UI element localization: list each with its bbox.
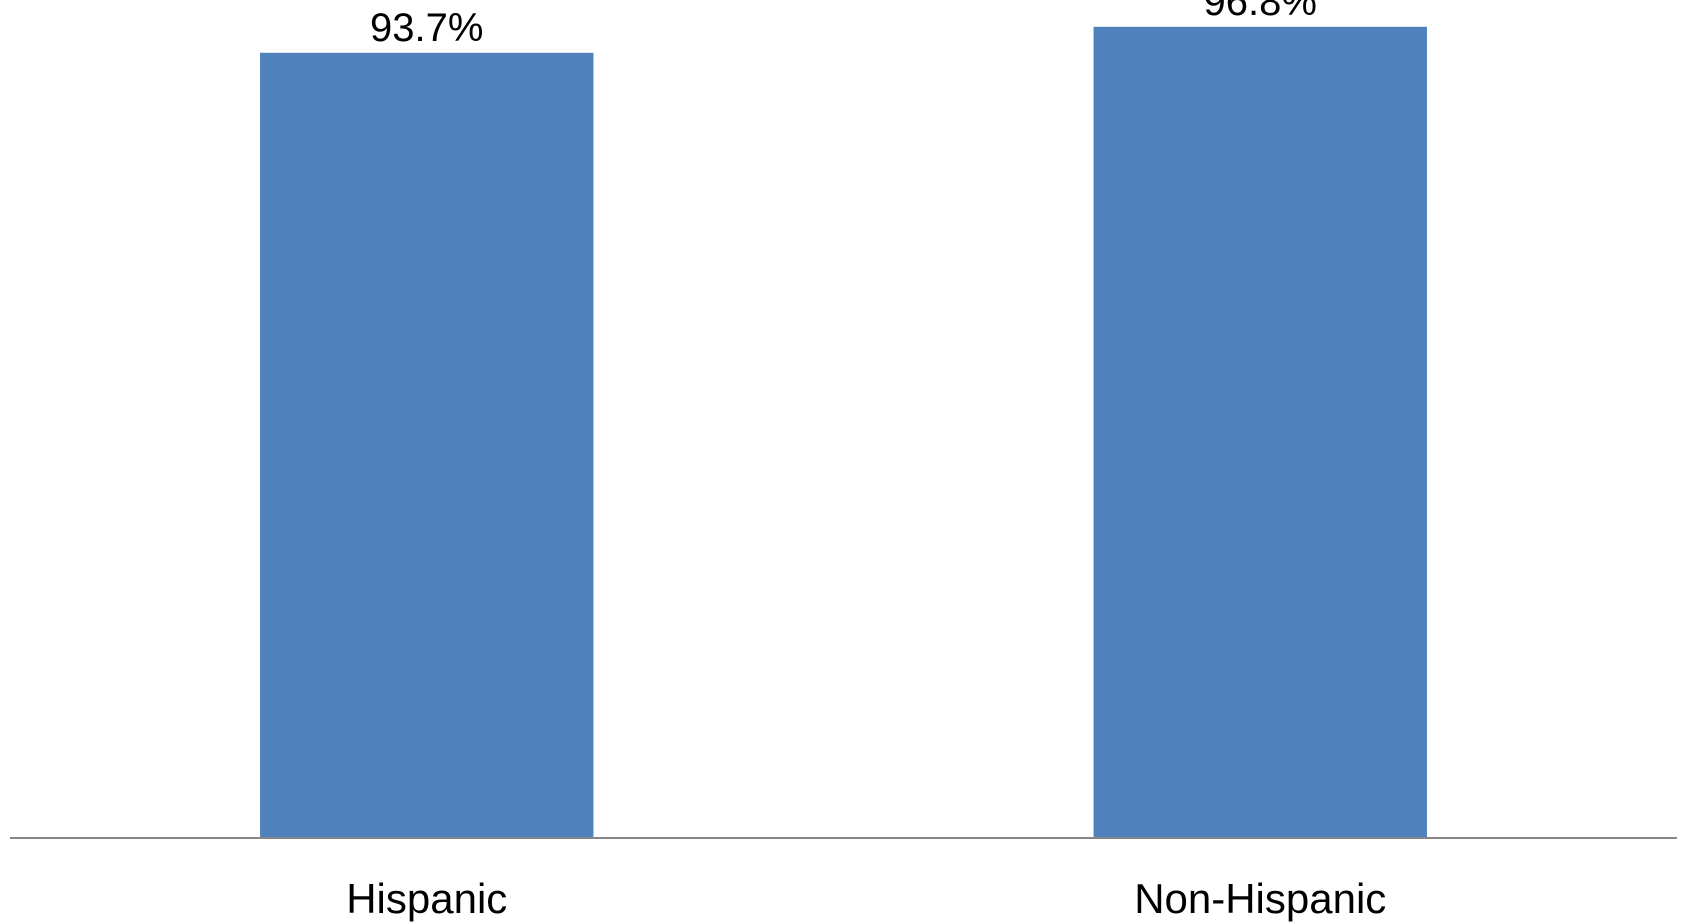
x-tick-label: Non-Hispanic	[1134, 875, 1386, 922]
data-label: 93.7%	[370, 6, 483, 50]
data-label: 96.8%	[1204, 0, 1317, 24]
bar-non-hispanic	[1093, 26, 1427, 839]
x-tick-label: Hispanic	[346, 875, 507, 922]
labels-group: 93.7% Hispanic 96.8% Non-Hispanic	[346, 0, 1386, 922]
bar-hispanic	[260, 52, 594, 838]
bars-group	[260, 26, 1427, 839]
